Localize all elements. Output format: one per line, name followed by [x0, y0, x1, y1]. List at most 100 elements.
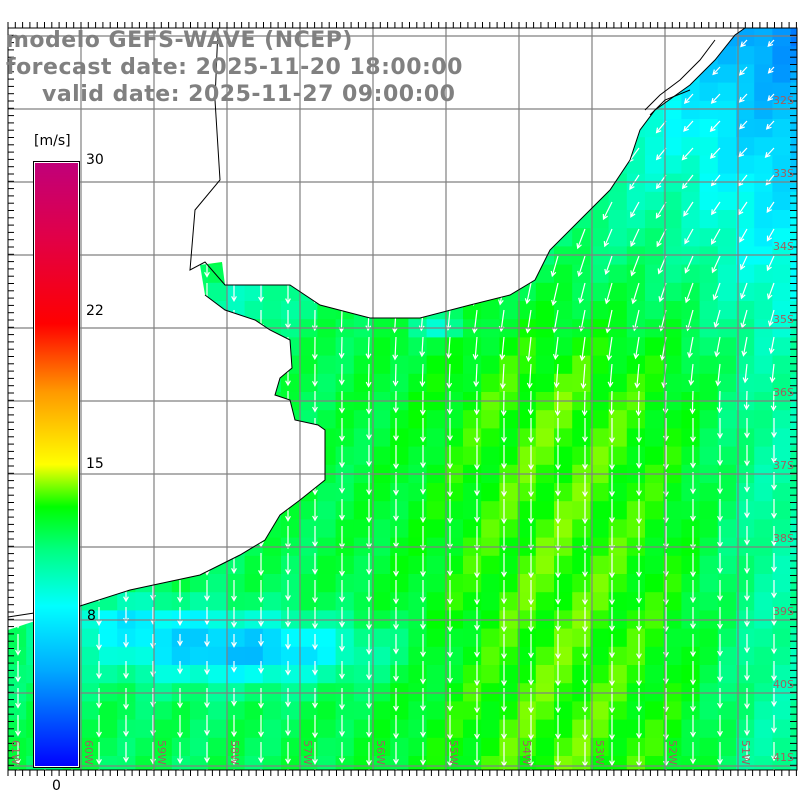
- field-cell: [244, 719, 264, 739]
- field-cell: [736, 173, 755, 193]
- field-cell: [517, 137, 537, 156]
- wind-arrow: [123, 553, 129, 576]
- field-cell: [517, 46, 537, 65]
- field-cell: [208, 646, 227, 666]
- field-cell: [372, 264, 391, 284]
- wind-arrow: [766, 228, 775, 242]
- field-cell: [554, 137, 573, 156]
- field-cell: [681, 737, 700, 757]
- field-cell: [153, 555, 173, 575]
- field-cell: [790, 301, 797, 320]
- field-cell: [444, 155, 464, 174]
- field-cell: [426, 173, 446, 193]
- field-cell: [444, 28, 464, 47]
- wind-arrow: [771, 418, 777, 439]
- field-cell: [244, 155, 264, 174]
- field-cell: [244, 483, 264, 502]
- field-cell: [135, 428, 154, 447]
- field-cell: [481, 428, 500, 447]
- field-cell: [463, 337, 482, 356]
- field-cell: [353, 373, 373, 393]
- wind-arrow: [690, 526, 696, 551]
- field-cell: [481, 100, 500, 120]
- wind-arrow: [447, 553, 453, 577]
- wind-arrow: [687, 336, 694, 359]
- field-cell: [171, 137, 191, 156]
- wind-arrow: [443, 39, 451, 58]
- field-cell: [517, 337, 537, 356]
- wind-arrow: [417, 255, 424, 279]
- field-cell: [663, 428, 682, 447]
- field-cell: [353, 737, 373, 757]
- wind-arrow: [231, 121, 237, 144]
- field-cell: [171, 737, 191, 757]
- wind-arrow: [366, 553, 372, 575]
- wind-arrow: [150, 526, 156, 549]
- field-cell: [99, 483, 118, 502]
- field-cell: [390, 282, 409, 302]
- wind-arrow: [96, 715, 102, 738]
- field-cell: [372, 210, 391, 229]
- field-cell: [481, 483, 500, 502]
- field-cell: [80, 337, 100, 356]
- wind-arrow: [15, 337, 21, 359]
- wind-arrow: [636, 499, 642, 525]
- field-cell: [608, 82, 628, 102]
- wind-arrow: [496, 93, 505, 111]
- wind-arrow: [470, 228, 478, 250]
- field-cell: [481, 191, 500, 211]
- field-cell: [754, 373, 773, 393]
- wind-arrow: [258, 256, 264, 277]
- field-cell: [444, 373, 464, 393]
- field-cell: [372, 301, 391, 320]
- field-cell: [262, 592, 282, 611]
- field-cell: [481, 410, 500, 429]
- wind-arrow: [420, 472, 426, 495]
- field-cell: [626, 555, 646, 575]
- wind-arrow: [609, 688, 615, 714]
- field-cell: [444, 574, 464, 593]
- wind-arrow: [528, 499, 534, 524]
- wind-arrow: [609, 661, 615, 687]
- field-cell: [171, 519, 191, 538]
- wind-arrow: [177, 310, 183, 332]
- field-cell: [736, 64, 755, 83]
- field-cell: [117, 337, 136, 356]
- wind-arrow: [717, 715, 723, 737]
- wind-arrow: [366, 472, 372, 496]
- field-cell: [99, 428, 118, 447]
- field-cell: [754, 64, 773, 83]
- field-cell: [208, 574, 227, 593]
- field-cell: [790, 737, 797, 757]
- wind-arrow: [204, 418, 210, 442]
- wind-arrow: [744, 580, 750, 602]
- field-cell: [699, 701, 719, 720]
- field-cell: [153, 337, 173, 356]
- field-cell: [153, 592, 173, 611]
- wind-arrow: [339, 499, 345, 521]
- field-cell: [408, 191, 427, 211]
- wind-arrow: [391, 282, 398, 305]
- field-cell: [608, 64, 628, 83]
- wind-arrow: [683, 93, 694, 105]
- field-cell: [99, 665, 118, 684]
- field-cell: [499, 155, 518, 174]
- field-cell: [317, 501, 336, 520]
- field-cell: [353, 519, 373, 538]
- field-cell: [517, 355, 537, 375]
- field-cell: [754, 355, 773, 375]
- wind-arrow: [472, 336, 479, 361]
- wind-arrow: [285, 418, 291, 441]
- field-cell: [535, 337, 555, 356]
- field-cell: [353, 592, 373, 611]
- field-cell: [717, 665, 737, 684]
- wind-arrow: [96, 364, 102, 387]
- field-cell: [535, 574, 555, 593]
- wind-arrow: [582, 688, 588, 713]
- field-cell: [281, 173, 300, 193]
- wind-arrow: [555, 688, 561, 714]
- field-cell: [790, 355, 797, 375]
- field-cell: [572, 82, 591, 102]
- field-cell: [444, 282, 464, 302]
- wind-arrow: [523, 66, 532, 83]
